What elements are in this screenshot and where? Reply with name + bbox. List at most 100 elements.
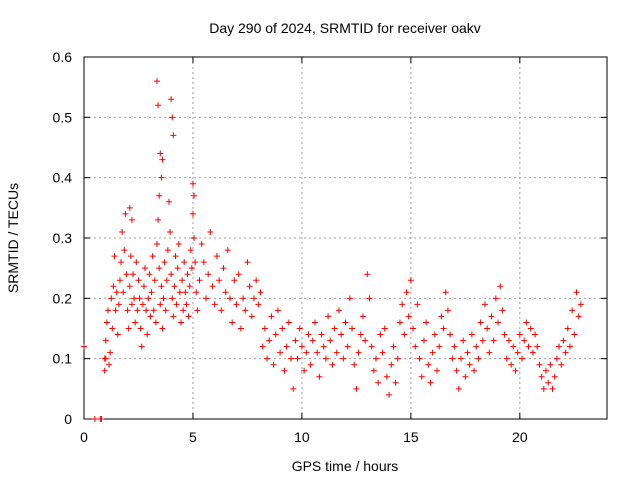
data-point bbox=[357, 331, 364, 338]
data-point bbox=[163, 277, 170, 284]
data-point bbox=[147, 313, 154, 320]
data-point bbox=[116, 277, 123, 284]
data-point bbox=[165, 198, 172, 205]
data-point bbox=[131, 295, 138, 302]
data-point bbox=[173, 301, 180, 308]
data-point bbox=[527, 325, 534, 332]
data-point bbox=[136, 295, 143, 302]
data-point bbox=[327, 337, 334, 344]
data-point bbox=[373, 355, 380, 362]
data-point bbox=[120, 289, 127, 296]
data-point bbox=[106, 361, 113, 368]
data-point bbox=[171, 283, 178, 290]
data-point bbox=[416, 355, 423, 362]
data-point bbox=[161, 259, 168, 266]
data-point bbox=[346, 295, 353, 302]
data-point bbox=[464, 349, 471, 356]
data-point bbox=[240, 295, 247, 302]
x-tick-label: 15 bbox=[403, 429, 419, 445]
data-point bbox=[303, 349, 310, 356]
data-point bbox=[340, 355, 347, 362]
data-point bbox=[200, 259, 207, 266]
data-point bbox=[318, 331, 325, 338]
y-axis-label: SRMTID / TECUs bbox=[5, 183, 21, 293]
data-point bbox=[180, 307, 187, 314]
data-point bbox=[285, 319, 292, 326]
data-point bbox=[558, 361, 565, 368]
data-point bbox=[143, 307, 150, 314]
data-point bbox=[481, 301, 488, 308]
data-point bbox=[497, 283, 504, 290]
data-point bbox=[108, 295, 115, 302]
data-point bbox=[488, 313, 495, 320]
data-point bbox=[158, 283, 165, 290]
data-point bbox=[388, 361, 395, 368]
data-point bbox=[366, 295, 373, 302]
data-point bbox=[121, 247, 128, 254]
data-point bbox=[495, 319, 502, 326]
data-point bbox=[128, 301, 135, 308]
data-point bbox=[283, 343, 290, 350]
data-point bbox=[556, 343, 563, 350]
data-point bbox=[162, 307, 169, 314]
y-tick-label: 0 bbox=[64, 411, 72, 427]
data-point bbox=[396, 319, 403, 326]
data-point bbox=[342, 319, 349, 326]
data-point bbox=[468, 331, 475, 338]
data-point bbox=[508, 361, 515, 368]
data-point bbox=[135, 277, 142, 284]
data-point bbox=[115, 301, 122, 308]
data-point bbox=[194, 307, 201, 314]
data-point bbox=[331, 325, 338, 332]
data-point bbox=[412, 343, 419, 350]
data-point bbox=[101, 367, 108, 374]
data-point bbox=[179, 277, 186, 284]
data-point bbox=[407, 277, 414, 284]
data-point bbox=[575, 313, 582, 320]
data-point bbox=[235, 271, 242, 278]
data-point bbox=[475, 355, 482, 362]
data-point bbox=[213, 253, 220, 260]
data-point bbox=[207, 228, 214, 235]
data-point bbox=[309, 337, 316, 344]
data-point bbox=[534, 343, 541, 350]
data-point bbox=[566, 343, 573, 350]
data-point bbox=[427, 379, 434, 386]
x-tick-label: 20 bbox=[512, 429, 528, 445]
data-point bbox=[325, 313, 332, 320]
data-point bbox=[156, 192, 163, 199]
data-point bbox=[175, 241, 182, 248]
data-point bbox=[148, 289, 155, 296]
data-point bbox=[460, 337, 467, 344]
data-point bbox=[159, 156, 166, 163]
data-point bbox=[274, 307, 281, 314]
data-point bbox=[189, 210, 196, 217]
data-point bbox=[229, 319, 236, 326]
data-point bbox=[401, 331, 408, 338]
data-point bbox=[434, 367, 441, 374]
data-point bbox=[499, 307, 506, 314]
data-point bbox=[381, 325, 388, 332]
data-point bbox=[169, 114, 176, 121]
data-point bbox=[167, 228, 174, 235]
data-point bbox=[246, 283, 253, 290]
data-point bbox=[220, 265, 227, 272]
data-point bbox=[198, 241, 205, 248]
data-point bbox=[248, 313, 255, 320]
data-point bbox=[473, 343, 480, 350]
data-point bbox=[551, 373, 558, 380]
data-point bbox=[477, 319, 484, 326]
data-point bbox=[512, 367, 519, 374]
data-point bbox=[314, 349, 321, 356]
data-point bbox=[562, 349, 569, 356]
data-point bbox=[301, 367, 308, 374]
data-point bbox=[104, 307, 111, 314]
data-point bbox=[138, 343, 145, 350]
data-point bbox=[118, 259, 125, 266]
data-point bbox=[532, 331, 539, 338]
data-point bbox=[98, 416, 105, 422]
data-point bbox=[392, 379, 399, 386]
data-point bbox=[335, 307, 342, 314]
x-tick-label: 5 bbox=[189, 429, 197, 445]
data-point bbox=[227, 295, 234, 302]
